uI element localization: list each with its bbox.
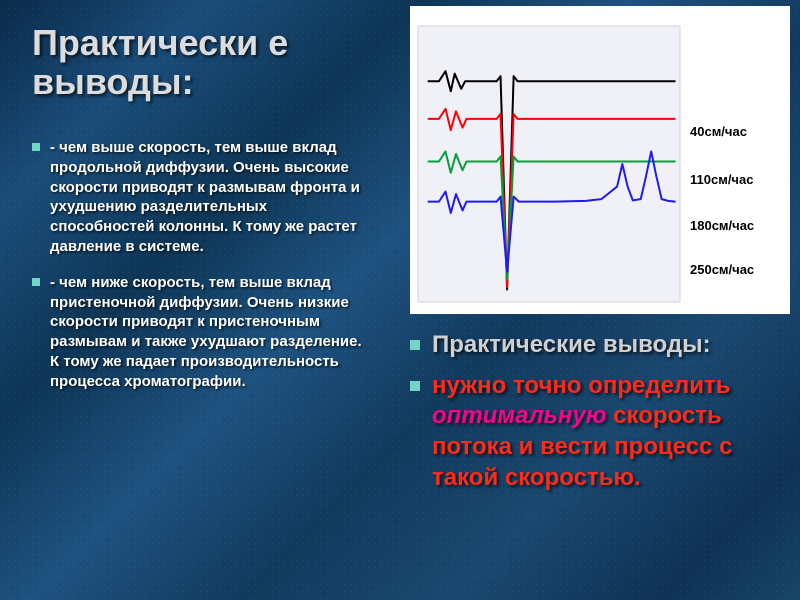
chromatogram-chart: 40см/час 110см/час 180см/час 250см/час <box>410 6 790 314</box>
text-run: нужно точно определить <box>432 372 731 399</box>
emphasized-text: оптимальную <box>432 402 607 429</box>
list-item-text: - чем ниже скорость, тем выше вклад прис… <box>50 274 362 390</box>
list-item: - чем ниже скорость, тем выше вклад прис… <box>32 273 372 392</box>
right-bullet-list: Практические выводы: нужно точно определ… <box>410 330 780 504</box>
list-item-text: нужно точно определить оптимальную скоро… <box>432 372 732 491</box>
bullet-square-icon <box>32 143 40 151</box>
slide-title: Практически е выводы: <box>32 24 352 102</box>
list-item: нужно точно определить оптимальную скоро… <box>410 371 780 494</box>
list-item-text: - чем выше скорость, тем выше вклад прод… <box>50 139 360 255</box>
series-label: 110см/час <box>690 172 753 187</box>
bullet-square-icon <box>410 340 420 350</box>
list-item-text: Практические выводы: <box>432 331 711 358</box>
list-item: Практические выводы: <box>410 330 780 361</box>
bullet-square-icon <box>32 278 40 286</box>
left-bullet-list: - чем выше скорость, тем выше вклад прод… <box>32 138 372 408</box>
bullet-square-icon <box>410 381 420 391</box>
series-label: 40см/час <box>690 124 747 139</box>
list-item: - чем выше скорость, тем выше вклад прод… <box>32 138 372 257</box>
series-label: 250см/час <box>690 262 754 277</box>
chart-labels: 40см/час 110см/час 180см/час 250см/час <box>690 10 788 314</box>
series-label: 180см/час <box>690 218 754 233</box>
